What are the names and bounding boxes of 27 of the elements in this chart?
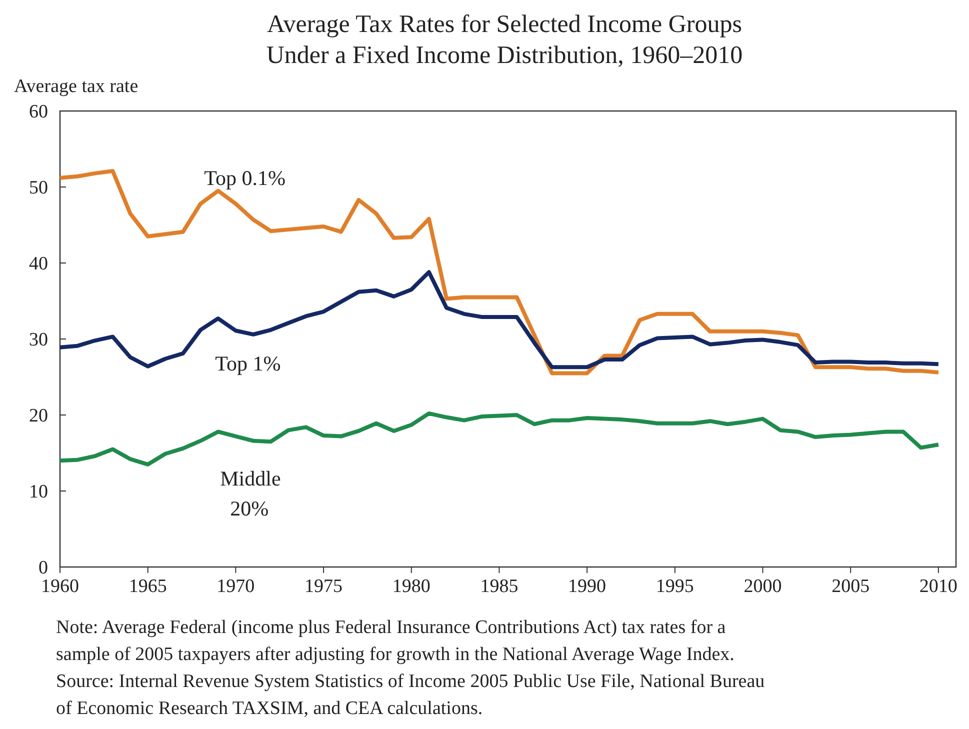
text: Note: Average Federal (income plus Federal Insurance Contributions Act) tax rates for a sample of 2005 taxpayers after adjusting for growth in the National Average Wage Index. [56, 617, 734, 665]
series-label: Top 1% [215, 351, 281, 376]
series-label: Middle 20% [220, 466, 281, 521]
x-tick-label: 1965 [128, 576, 167, 597]
x-tick-label: 1960 [41, 576, 79, 597]
x-tick-label: 1975 [304, 576, 343, 597]
y-tick-label: 60 [29, 102, 48, 123]
x-tick-label: 2010 [919, 576, 958, 597]
source-note: Source: Internal Revenue System Statistics of Income 2005 Public Use File, National Bureau of Economic Research TAXSIM, and CEA calculations. [56, 671, 766, 719]
series-label: Top 0.1% [204, 166, 286, 190]
x-tick-label: 1985 [480, 576, 518, 597]
x-tick-label: 1970 [216, 576, 255, 597]
chart-title: Average Tax Rates for Selected Income Groups Under a Fixed Income Distribution, 1960–2010 [266, 11, 743, 69]
x-tick-label: 2000 [744, 576, 782, 597]
y-tick-label: 20 [29, 406, 48, 427]
y-tick-label: 40 [29, 254, 48, 275]
y-tick-label: 30 [29, 330, 48, 351]
y-axis-title: Average tax rate [14, 76, 138, 97]
y-tick-label: 50 [29, 178, 48, 199]
y-tick-label: 10 [29, 482, 48, 503]
x-tick-label: 1990 [568, 576, 606, 597]
x-tick-label: 1980 [392, 576, 430, 597]
x-tick-label: 2005 [832, 576, 870, 597]
y-tick-label: 0 [38, 558, 48, 579]
x-tick-label: 1995 [656, 576, 694, 597]
line-series [58, 411, 940, 466]
line-series [58, 169, 940, 376]
